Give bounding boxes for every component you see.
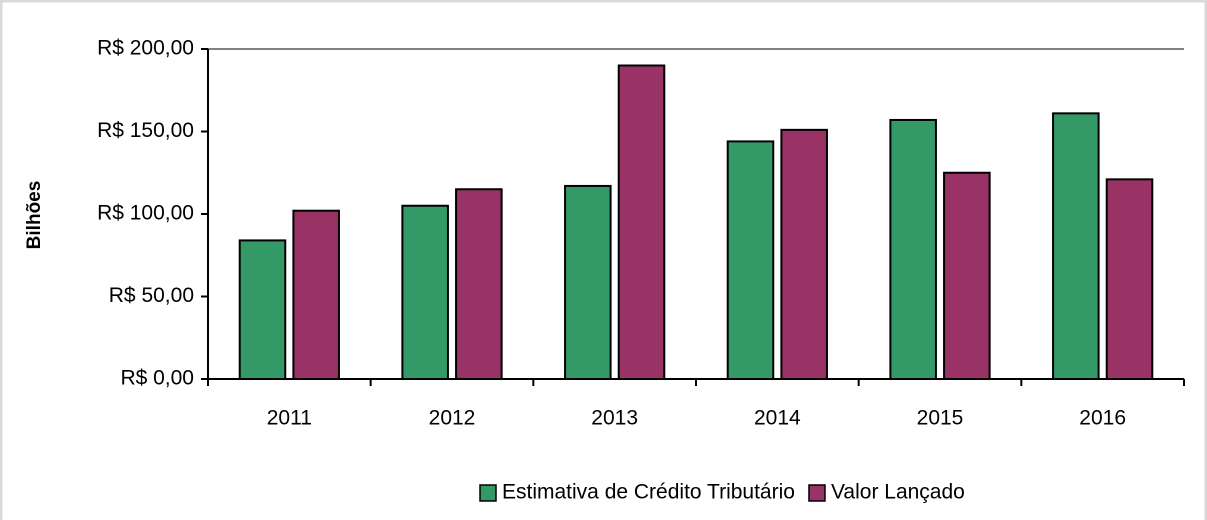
y-tick-label: R$ 50,00 (109, 284, 194, 307)
bar (780, 128, 828, 380)
legend-label: Estimativa de Crédito Tributário (502, 481, 795, 504)
bar (617, 64, 666, 380)
bar (238, 239, 287, 380)
legend-label: Valor Lançado (831, 481, 965, 504)
y-tick-label: R$ 150,00 (97, 119, 194, 142)
bar (726, 140, 775, 380)
legend-swatch (479, 484, 497, 502)
bar (889, 118, 937, 380)
y-tick-label: R$ 100,00 (97, 202, 194, 225)
x-tick-label: 2016 (1079, 407, 1126, 430)
bar (564, 184, 612, 380)
bar (455, 188, 503, 380)
x-tick-label: 2014 (754, 407, 801, 430)
bar (1052, 112, 1100, 380)
bar (401, 204, 449, 380)
legend-swatch (808, 484, 826, 502)
y-axis-label: Bilhões (24, 181, 45, 250)
bar (943, 171, 991, 380)
y-tick-label: R$ 200,00 (97, 37, 194, 60)
x-tick-label: 2012 (429, 407, 476, 430)
x-tick-label: 2011 (267, 407, 312, 430)
x-tick-label: 2013 (591, 407, 638, 430)
bar (1105, 178, 1154, 380)
bar (292, 209, 340, 380)
y-tick-label: R$ 0,00 (120, 367, 194, 390)
x-tick-label: 2015 (917, 407, 964, 430)
